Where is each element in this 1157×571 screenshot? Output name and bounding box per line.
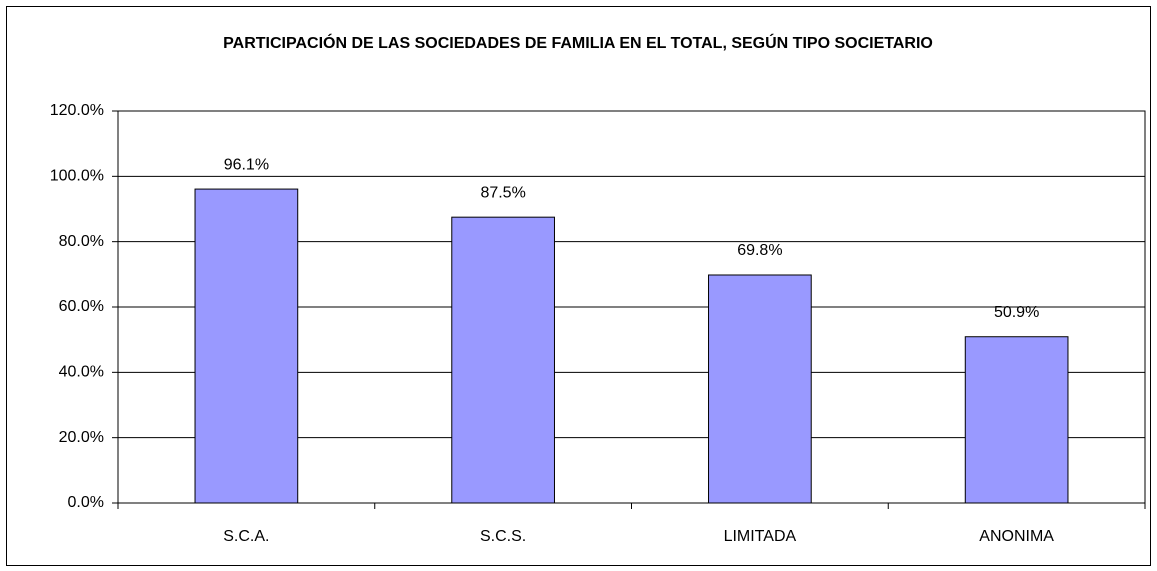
bar xyxy=(451,216,555,504)
chart-title: PARTICIPACIÓN DE LAS SOCIEDADES DE FAMIL… xyxy=(223,33,933,52)
y-tick-label: 40.0% xyxy=(59,364,104,381)
x-tick-label: S.C.S. xyxy=(480,528,526,545)
y-tick-label: 0.0% xyxy=(68,494,104,511)
y-tick-label: 120.0% xyxy=(50,102,104,119)
y-tick-label: 100.0% xyxy=(50,168,104,185)
y-tick-label: 60.0% xyxy=(59,298,104,315)
bar xyxy=(194,188,299,504)
value-label: 87.5% xyxy=(480,184,525,201)
value-label: 96.1% xyxy=(224,156,269,173)
bar xyxy=(708,274,812,504)
x-tick-label: ANONIMA xyxy=(979,528,1054,545)
x-tick-label: LIMITADA xyxy=(724,528,797,545)
y-tick-label: 20.0% xyxy=(59,429,104,446)
bar xyxy=(964,336,1069,504)
value-label: 69.8% xyxy=(737,242,782,259)
value-label: 50.9% xyxy=(994,304,1039,321)
x-tick-label: S.C.A. xyxy=(223,528,269,545)
y-tick-label: 80.0% xyxy=(59,233,104,250)
